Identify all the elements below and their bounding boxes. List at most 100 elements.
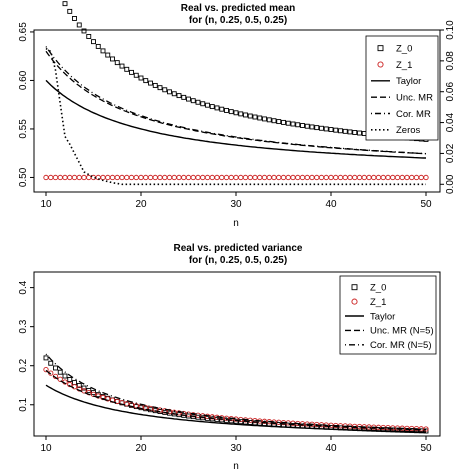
variance-series-z-0-point bbox=[219, 417, 225, 423]
mean-series-z-1-point bbox=[347, 174, 353, 181]
mean-series-z-1-point bbox=[214, 174, 220, 181]
mean-series-z-1-point bbox=[166, 174, 173, 181]
mean-series-z-1-point bbox=[371, 174, 377, 181]
variance-legend: Z_0 Z_1 Taylor Unc. MR (N=5) Cor. MR (N=5) bbox=[339, 275, 437, 355]
mean-right-y-tick-label: 0.04 bbox=[445, 112, 456, 132]
variance-series-z-0-point bbox=[43, 355, 49, 361]
mean-series-z-1-point bbox=[413, 174, 420, 181]
mean-series-z-1-point bbox=[71, 174, 78, 181]
mean-chart-title: Real vs. predicted mean bbox=[181, 3, 296, 14]
mean-series-z-1-point bbox=[385, 174, 391, 181]
mean-series-z-1-point bbox=[404, 174, 410, 181]
mean-series-z-1-point bbox=[318, 174, 325, 181]
mean-series-z-0-point bbox=[319, 125, 324, 131]
mean-series-z-1-point bbox=[280, 174, 287, 181]
variance-series-z-0-point bbox=[76, 382, 82, 388]
variance-series-z-0-point bbox=[67, 377, 73, 382]
variance-series-z-0-point bbox=[238, 419, 244, 425]
mean-series-z-1-point bbox=[43, 174, 49, 181]
mean-series-z-1-point bbox=[423, 174, 429, 181]
variance-series-z-1-point bbox=[114, 398, 120, 405]
mean-y-tick-label: 0.55 bbox=[18, 119, 29, 139]
mean-series-z-1-point bbox=[223, 174, 230, 181]
variance-x-tick-label: 40 bbox=[325, 443, 337, 454]
mean-series-z-0-point bbox=[238, 111, 244, 117]
mean-series-z-1-point bbox=[157, 174, 163, 181]
mean-series-z-1-point bbox=[228, 174, 234, 181]
mean-series-z-0-point bbox=[224, 107, 229, 113]
mean-series-z-1-point bbox=[81, 174, 87, 181]
variance-series-z-1-point bbox=[43, 366, 49, 373]
mean-x-tick-label: 20 bbox=[135, 199, 147, 210]
mean-series-z-1-point bbox=[176, 174, 182, 181]
variance-series-z-0-point bbox=[247, 420, 253, 425]
mean-series-z-0-point bbox=[129, 69, 134, 75]
mean-y-tick-label: 0.60 bbox=[18, 70, 29, 90]
mean-series-z-0-point bbox=[62, 1, 68, 7]
variance-series-z-1-point bbox=[105, 396, 111, 402]
mean-legend-zeros-label: Zeros bbox=[396, 125, 421, 136]
variance-legend-box bbox=[339, 275, 437, 355]
mean-right-y-tick-label: 0.08 bbox=[445, 51, 456, 71]
mean-series-z-0-point bbox=[176, 93, 182, 99]
variance-series-z-0-point bbox=[404, 427, 410, 433]
mean-series-cor-mr-line bbox=[45, 46, 427, 155]
mean-legend-cor-mr-label: Cor. MR bbox=[396, 109, 431, 120]
mean-series-z-0-point bbox=[214, 105, 220, 111]
mean-series-z-0-point bbox=[257, 115, 263, 121]
mean-series-z-0-point bbox=[314, 125, 320, 131]
variance-chart-subtitle: for (n, 0.25, 0.5, 0.25) bbox=[189, 255, 287, 266]
variance-legend-cor-mr-n-5-label: Cor. MR (N=5) bbox=[370, 340, 432, 351]
mean-series-z-0-point bbox=[290, 121, 296, 127]
mean-series-z-1-point bbox=[86, 174, 92, 181]
mean-chart-x-axis-label: n bbox=[233, 218, 239, 229]
variance-series-cor-mr-n-5-line bbox=[45, 353, 427, 430]
mean-series-z-0-point bbox=[162, 87, 168, 93]
variance-series-z-0-point bbox=[48, 360, 54, 366]
mean-right-y-tick-label: 0.10 bbox=[445, 20, 456, 40]
variance-legend-taylor-label: Taylor bbox=[370, 311, 395, 322]
mean-series-z-0-point bbox=[357, 130, 362, 136]
mean-series-z-1-point bbox=[299, 174, 306, 181]
mean-series-z-0-point bbox=[148, 80, 153, 86]
mean-series-z-1-point bbox=[105, 174, 111, 181]
mean-legend-box bbox=[365, 35, 439, 141]
mean-series-z-1-point bbox=[314, 174, 320, 181]
variance-chart-plot-area: 10 20 30 40 50 0.1 0.2 0.3 0.4 Z_0 Z_1 Taylor Unc. M… bbox=[18, 271, 441, 454]
mean-series-z-1-point bbox=[57, 174, 63, 181]
mean-series-z-1-point bbox=[418, 174, 424, 181]
variance-chart-title: Real vs. predicted variance bbox=[174, 243, 303, 254]
mean-y-tick-label: 0.50 bbox=[18, 167, 29, 187]
mean-legend-z-1-label: Z_1 bbox=[396, 60, 412, 71]
variance-series-z-1-point bbox=[71, 384, 78, 390]
mean-legend-z-0-label: Z_0 bbox=[396, 43, 412, 54]
mean-series-z-0-point bbox=[309, 124, 315, 130]
mean-series-z-1-point bbox=[261, 174, 268, 181]
mean-chart-panel: Real vs. predicted mean for (n, 0.25, 0.… bbox=[18, 1, 456, 229]
mean-series-z-1-point bbox=[399, 174, 405, 181]
mean-series-z-0-point bbox=[86, 34, 92, 39]
mean-series-z-1-point bbox=[100, 174, 106, 181]
mean-series-z-0-point bbox=[347, 129, 353, 135]
mean-series-z-0-point bbox=[328, 127, 334, 133]
mean-series-z-0-point bbox=[181, 94, 187, 100]
mean-legend-z-1-marker bbox=[377, 61, 384, 68]
variance-series-taylor-line bbox=[45, 384, 427, 433]
mean-series-z-1-point bbox=[257, 174, 263, 181]
mean-series-z-0-point bbox=[243, 112, 248, 118]
mean-series-z-1-point bbox=[295, 174, 301, 181]
mean-series-z-1-point bbox=[342, 174, 348, 181]
mean-series-z-0-point bbox=[300, 123, 305, 128]
variance-series-z-0-point bbox=[86, 387, 92, 393]
mean-series-z-0-point bbox=[209, 104, 215, 110]
variance-series-z-1-point bbox=[67, 381, 73, 388]
mean-series-z-1-point bbox=[375, 174, 382, 181]
mean-series-z-0-point bbox=[152, 82, 158, 88]
mean-series-z-0-point bbox=[352, 130, 358, 135]
mean-series-z-0-point bbox=[247, 113, 253, 119]
mean-series-taylor-line bbox=[45, 79, 426, 159]
mean-series-z-1-point bbox=[219, 174, 225, 181]
mean-series-z-1-point bbox=[390, 174, 396, 181]
mean-series-z-1-point bbox=[109, 174, 116, 181]
variance-series-z-0-point bbox=[57, 369, 63, 375]
